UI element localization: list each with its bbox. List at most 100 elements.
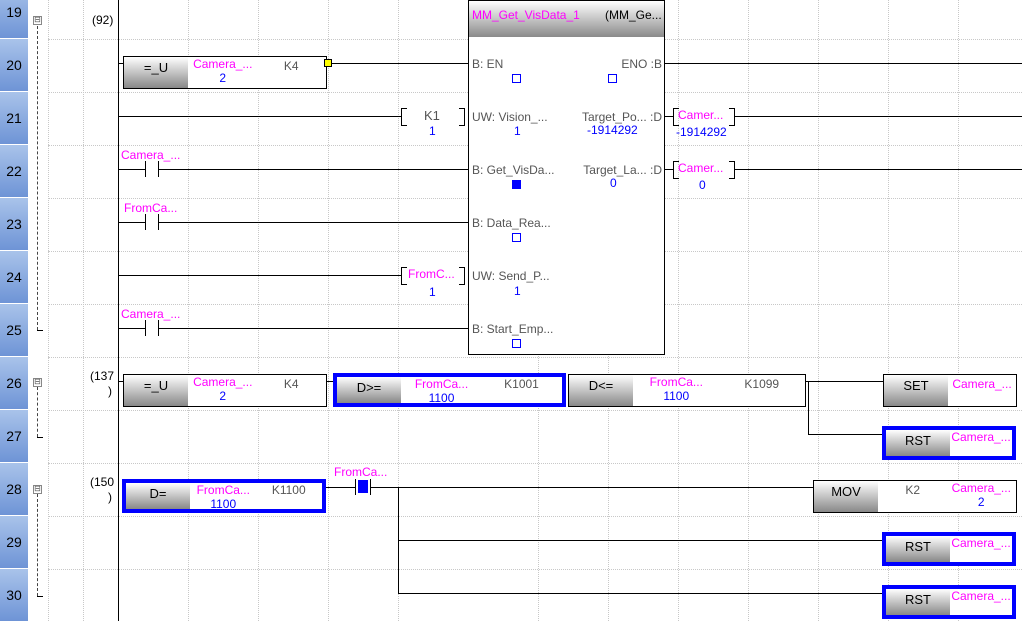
normally-open-contact[interactable] [145,161,159,177]
normally-open-contact[interactable] [145,320,159,336]
operand: Camera_... 2 [948,481,1016,512]
wire [118,169,468,170]
bracket [459,108,465,126]
source: K2 [879,481,948,512]
row-number[interactable]: 22 [0,145,28,198]
row-number[interactable]: 21 [0,92,28,145]
operand: Camera_... 2 [189,57,258,88]
output-value: 0 [699,178,706,192]
fb-output-pin: Target_La... :D [583,163,662,177]
input-constant[interactable]: K1 [424,108,440,123]
device-name: Camera_... [193,57,253,71]
pin-state-off-icon [512,74,521,83]
wire [331,63,468,64]
fb-input-pin: B: Start_Emp... [472,322,554,336]
normally-open-contact-on[interactable] [355,479,371,495]
compare-instruction[interactable]: =_U Camera_... 2 K4 [123,374,327,407]
bracket [673,161,679,179]
wire [118,116,401,117]
fb-input-pin: B: EN [472,57,504,71]
wire [370,487,813,488]
constant: K4 [258,57,326,88]
wire [118,63,123,64]
grid-line [258,0,259,621]
input-device[interactable]: FromC... [408,267,455,281]
device-value: 1100 [428,391,455,405]
row-number[interactable]: 25 [0,304,28,357]
pin-value: 0 [610,176,617,190]
row-number[interactable]: 19 [0,0,28,39]
collapse-icon[interactable]: ⊟ [33,15,42,25]
wire [118,222,468,223]
bracket [673,108,679,126]
grid-line [678,0,679,621]
step-paren: ) [108,384,112,398]
compare-instruction[interactable]: =_U Camera_... 2 K4 [123,56,327,89]
reset-instruction-active[interactable]: RST Camera_... [882,585,1016,619]
contact-label: Camera_... [121,148,181,162]
fb-output-pin: ENO :B [621,57,662,71]
normally-open-contact[interactable] [145,214,159,230]
contact-label: FromCa... [334,465,388,479]
device-name: Camera_... [951,481,1011,495]
constant: K1099 [720,375,805,406]
fb-header [469,1,664,37]
row-number[interactable]: 28 [0,463,28,516]
row-number[interactable]: 20 [0,39,28,92]
wire [664,116,673,117]
grid-line [48,569,1022,570]
row-number[interactable]: 24 [0,251,28,304]
wire [398,540,882,541]
row-number[interactable]: 26 [0,357,28,410]
collapse-icon[interactable]: ⊟ [33,484,42,494]
mov-instruction[interactable]: MOV K2 Camera_... 2 [813,480,1017,513]
pin-state-off-icon [512,339,521,348]
operand: FromCa... 1100 [402,377,482,405]
grid-line [398,0,399,621]
instruction-op: =_U [124,57,189,88]
collapse-icon[interactable]: ⊟ [33,377,42,387]
contact-label: FromCa... [124,201,178,215]
row-number[interactable]: 29 [0,516,28,569]
fb-input-pin: B: Get_VisDa... [472,163,555,177]
output-device[interactable]: Camer... [678,108,724,122]
compare-instruction-active[interactable]: D= FromCa... 1100 K1100 [122,479,326,513]
compare-instruction-active[interactable]: D>= FromCa... 1100 K1001 [333,373,566,407]
step-number: (137 [90,369,115,383]
instruction-op: D= [126,483,191,509]
instruction-op: RST [886,589,951,615]
wire [118,275,401,276]
cursor-marker-icon [324,59,332,67]
step-paren: ) [108,490,112,504]
constant: K4 [258,375,326,406]
pin-state-off-icon [608,74,617,83]
device-name: Camera_... [193,375,253,389]
pin-value: 1 [514,284,521,298]
reset-instruction-active[interactable]: RST Camera_... [882,426,1016,460]
grid-line [48,516,1022,517]
compare-instruction[interactable]: D<= FromCa... 1100 K1099 [568,374,806,407]
device-name: FromCa... [649,375,703,389]
function-block[interactable]: MM_Get_VisData_1 (MM_Ge... B: EN UW: Vis… [468,0,665,355]
operand: Camera_... 2 [189,375,258,406]
step-number: (92) [92,13,114,27]
pin-state-on-icon [512,180,521,189]
pin-value: -1914292 [587,123,638,137]
instruction-op: SET [884,375,949,406]
device-name: Camera_... [951,430,1012,456]
set-instruction[interactable]: SET Camera_... [883,374,1017,407]
row-number[interactable]: 30 [0,569,28,622]
step-number: (150 [90,475,115,489]
row-number[interactable]: 27 [0,410,28,463]
wire [398,593,882,594]
grid-line [188,0,189,621]
device-name: Camera_... [949,375,1016,406]
reset-instruction-active[interactable]: RST Camera_... [882,532,1016,566]
device-value: 1100 [210,497,237,511]
fold-line-end [37,330,43,331]
input-value: 1 [429,124,436,138]
output-device[interactable]: Camer... [678,161,724,175]
fb-output-pin: Target_Po... :D [581,110,662,124]
row-number[interactable]: 23 [0,198,28,251]
contact-label: Camera_... [121,307,181,321]
